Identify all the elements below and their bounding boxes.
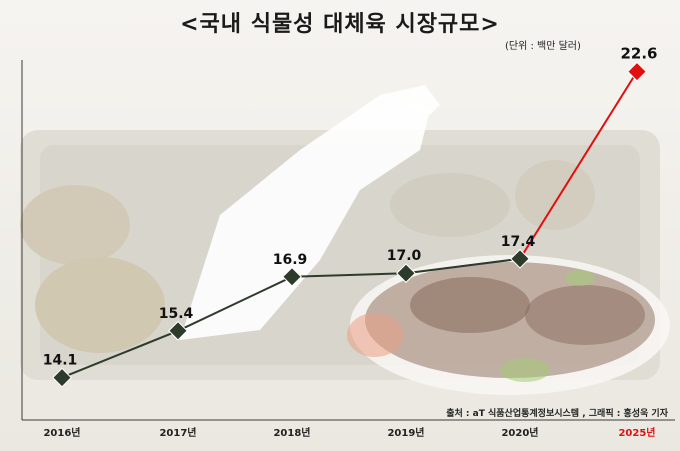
unit-label: (단위 : 백만 달러) xyxy=(505,41,581,52)
x-tick-label: 2018년 xyxy=(273,426,310,439)
series-line-forecast xyxy=(519,71,638,260)
x-tick-label: 2016년 xyxy=(43,426,80,439)
data-label: 16.9 xyxy=(273,252,308,268)
data-label: 15.4 xyxy=(159,306,194,322)
data-point-marker xyxy=(396,263,416,284)
data-label: 14.1 xyxy=(43,353,78,369)
data-point-marker xyxy=(282,266,302,287)
x-tick-label: 2019년 xyxy=(387,426,424,439)
data-point-marker xyxy=(627,61,647,82)
data-point-marker xyxy=(510,248,530,269)
x-tick-label: 2020년 xyxy=(501,426,538,439)
chart-title: <국내 식물성 대체육 시장규모> xyxy=(180,12,500,37)
x-tick-label: 2025년 xyxy=(618,426,655,439)
data-point-marker xyxy=(52,367,72,388)
data-label: 17.4 xyxy=(501,234,536,250)
data-point-marker xyxy=(168,320,188,341)
data-label: 22.6 xyxy=(620,45,657,63)
source-credit: 출처 : aT 식품산업통계정보시스템 , 그래픽 : 홍성욱 기자 xyxy=(446,409,668,419)
x-tick-label: 2017년 xyxy=(159,426,196,439)
data-label: 17.0 xyxy=(387,248,422,264)
